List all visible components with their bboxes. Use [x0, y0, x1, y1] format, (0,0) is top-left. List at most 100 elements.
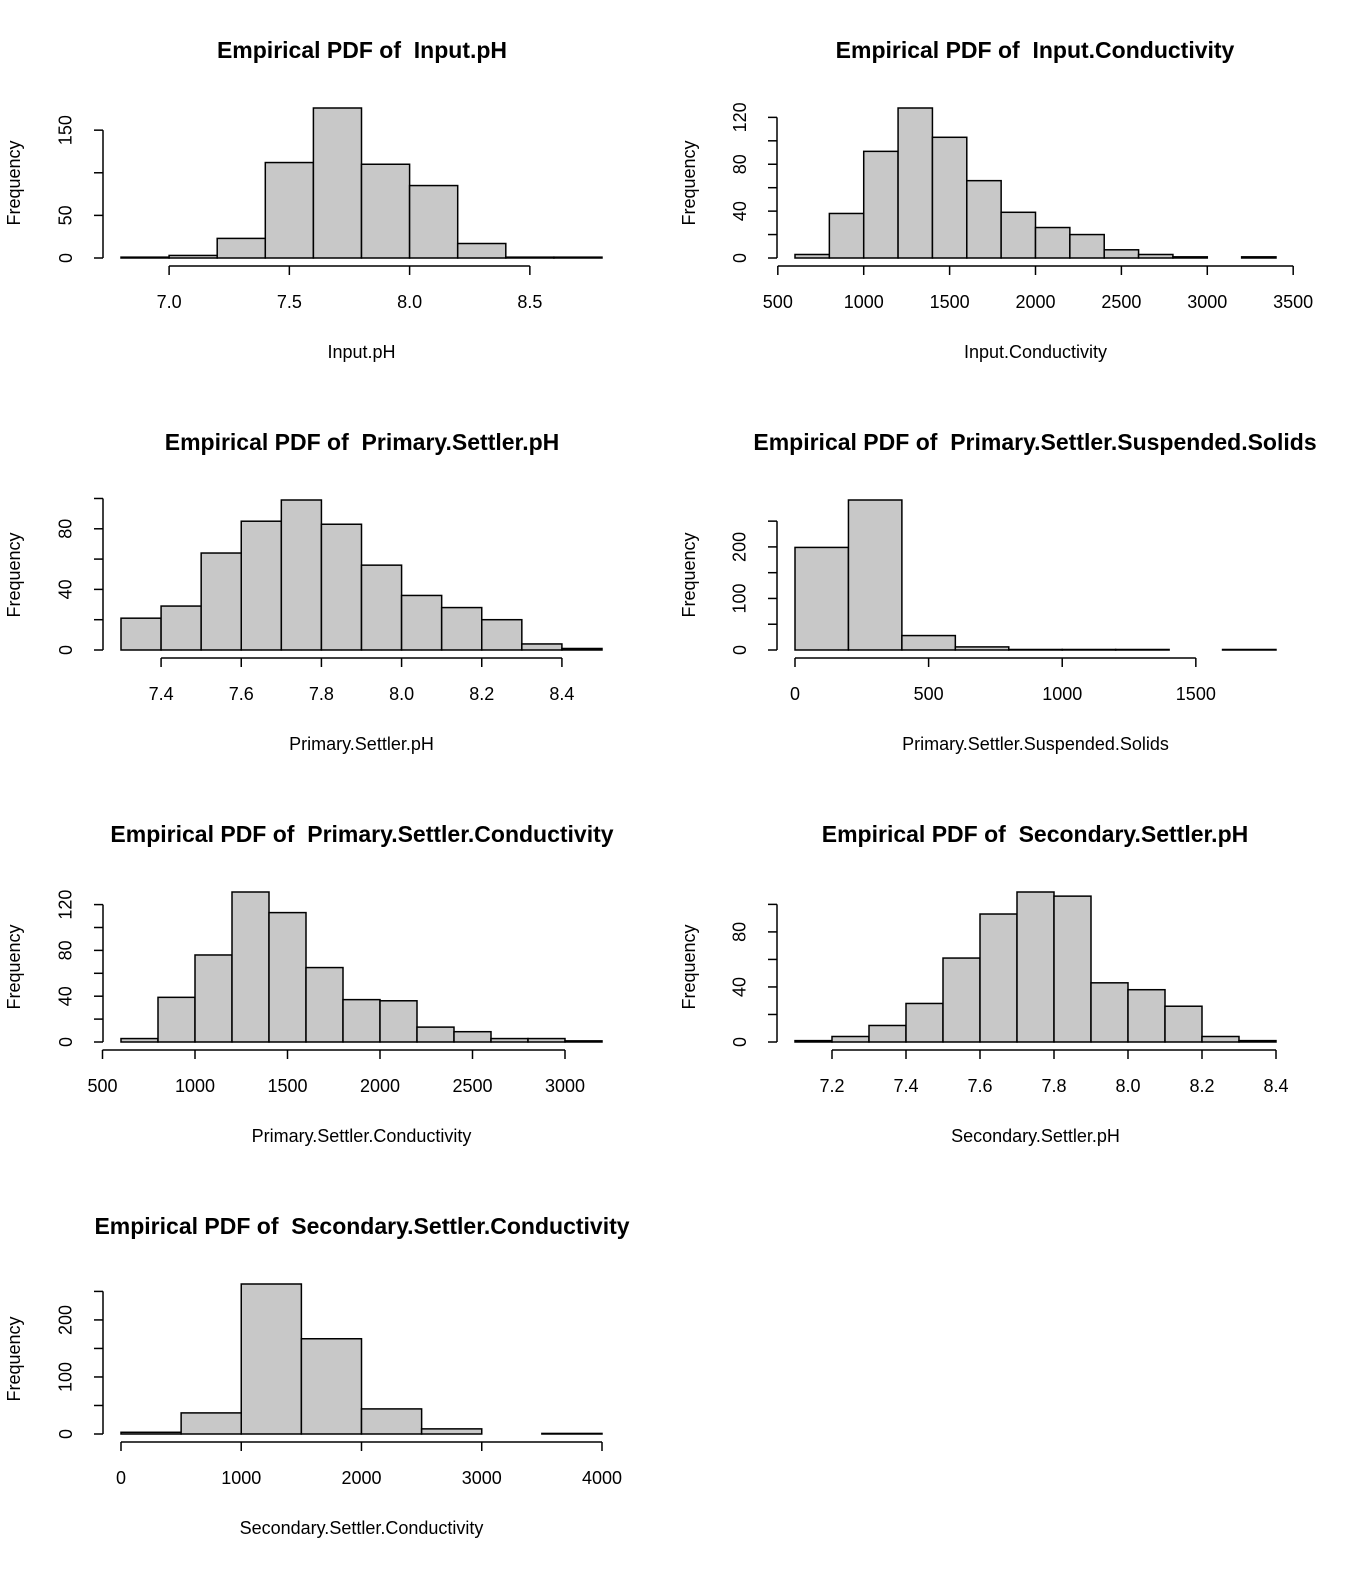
x-tick-label: 1500 [267, 1076, 307, 1096]
bar [200, 552, 243, 651]
y-tick-label: 0 [56, 645, 76, 655]
x-axis-label: Input.pH [327, 342, 395, 362]
x-tick-label: 7.4 [149, 684, 174, 704]
y-tick-label: 0 [730, 1037, 750, 1047]
bar [408, 184, 459, 259]
bar [897, 107, 934, 259]
x-tick-label: 8.4 [1263, 1076, 1288, 1096]
x-tick-label: 7.6 [967, 1076, 992, 1096]
x-tick-label: 8.2 [469, 684, 494, 704]
bar [541, 1432, 603, 1435]
y-tick-label: 200 [730, 532, 750, 562]
bar [456, 242, 507, 259]
bar [168, 254, 218, 259]
bar [420, 1428, 483, 1435]
x-tick-label: 8.0 [389, 684, 414, 704]
bar [120, 617, 162, 651]
bar [1090, 982, 1129, 1043]
x-tick-label: 8.4 [549, 684, 574, 704]
bar [312, 107, 363, 259]
bar [1164, 1005, 1203, 1043]
x-axis-label: Primary.Settler.Conductivity [252, 1126, 472, 1146]
y-tick-label: 0 [730, 645, 750, 655]
y-axis-label: Frequency [4, 532, 24, 617]
y-tick-label: 0 [56, 1037, 76, 1047]
bar [505, 256, 555, 259]
y-axis-label: Frequency [4, 1316, 24, 1401]
bar [360, 1408, 423, 1435]
bar [157, 996, 196, 1043]
bar [120, 1037, 159, 1043]
y-tick-label: 0 [56, 253, 76, 263]
x-tick-label: 500 [87, 1076, 117, 1096]
bar [1240, 256, 1277, 259]
bar [180, 1412, 242, 1435]
bar [305, 966, 344, 1043]
bar [400, 594, 443, 651]
bar [120, 256, 170, 259]
bar [553, 256, 603, 259]
bar [966, 179, 1002, 259]
bar [1000, 211, 1037, 259]
bar [794, 546, 850, 651]
bar [1221, 648, 1277, 651]
bar [942, 957, 981, 1043]
x-axis-label: Primary.Settler.Suspended.Solids [902, 734, 1169, 754]
x-tick-label: 3000 [462, 1468, 502, 1488]
y-tick-label: 80 [730, 922, 750, 942]
x-tick-label: 1000 [1042, 684, 1082, 704]
y-axis-label: Frequency [4, 924, 24, 1009]
x-tick-label: 0 [116, 1468, 126, 1488]
x-axis-label: Secondary.Settler.pH [951, 1126, 1120, 1146]
bar [1238, 1039, 1277, 1043]
bar [300, 1338, 363, 1435]
x-tick-label: 8.2 [1189, 1076, 1214, 1096]
x-axis-label: Secondary.Settler.Conductivity [240, 1518, 484, 1538]
x-tick-label: 7.8 [309, 684, 334, 704]
x-tick-label: 3500 [1273, 292, 1313, 312]
bar [1069, 233, 1105, 259]
bar [1034, 226, 1071, 259]
bar [1061, 648, 1117, 651]
y-tick-label: 120 [730, 102, 750, 132]
bar [521, 643, 563, 651]
x-tick-label: 3000 [545, 1076, 585, 1096]
bar [379, 1000, 418, 1043]
bar [342, 998, 381, 1043]
bar [280, 499, 323, 651]
y-tick-label: 100 [730, 583, 750, 613]
y-tick-label: 50 [56, 205, 76, 225]
bar [979, 913, 1018, 1043]
bar [1172, 256, 1209, 259]
bar [440, 606, 483, 651]
x-tick-label: 2000 [341, 1468, 381, 1488]
chart-title: Empirical PDF of Secondary.Settler.Condu… [94, 1213, 629, 1239]
x-tick-label: 4000 [582, 1468, 622, 1488]
bar [862, 150, 899, 259]
x-tick-label: 500 [763, 292, 793, 312]
x-tick-label: 1000 [844, 292, 884, 312]
bar [1053, 895, 1092, 1043]
bar [847, 499, 903, 651]
y-axis-label: Frequency [679, 140, 699, 225]
bar [320, 523, 363, 651]
chart-title: Empirical PDF of Input.pH [217, 37, 507, 63]
bar [194, 954, 233, 1043]
y-tick-label: 100 [56, 1362, 76, 1392]
x-tick-label: 7.8 [1041, 1076, 1066, 1096]
bar [1127, 988, 1166, 1043]
x-tick-label: 2500 [1101, 292, 1141, 312]
bar [160, 605, 202, 651]
bar [794, 1039, 833, 1043]
x-tick-label: 0 [790, 684, 800, 704]
y-axis-label: Frequency [679, 532, 699, 617]
y-tick-label: 40 [56, 579, 76, 599]
x-tick-label: 7.6 [229, 684, 254, 704]
bar [794, 253, 831, 259]
y-axis-label: Frequency [4, 140, 24, 225]
bar [527, 1037, 566, 1043]
x-axis-label: Primary.Settler.pH [289, 734, 434, 754]
bar [481, 618, 523, 651]
bar [268, 911, 307, 1043]
